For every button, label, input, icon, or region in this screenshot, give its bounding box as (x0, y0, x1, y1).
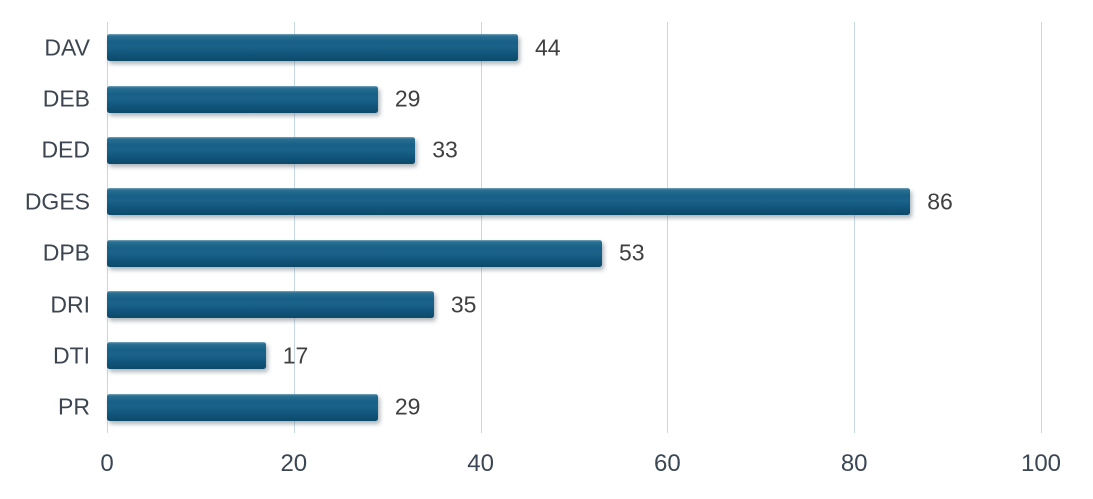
bar (107, 188, 911, 216)
bar (107, 393, 378, 421)
bar (107, 85, 378, 113)
bar-value-label: 33 (432, 136, 458, 163)
category-label: DGES (24, 188, 90, 215)
gridline (854, 22, 856, 433)
gridline (1041, 22, 1042, 433)
bar-value-label: 86 (927, 188, 953, 215)
category-label: PR (58, 393, 90, 420)
bar-value-label: 44 (534, 34, 561, 61)
bar (107, 34, 518, 62)
gridline (480, 22, 482, 433)
x-tick-label: 0 (100, 450, 114, 477)
x-tick-label: 40 (467, 450, 494, 477)
bar-value-label: 29 (394, 393, 421, 420)
bar (107, 136, 416, 164)
x-tick-label: 80 (840, 450, 868, 477)
category-label: DTI (52, 342, 90, 369)
gridline (107, 22, 108, 433)
x-tick-label: 100 (1020, 450, 1062, 477)
bar (107, 239, 603, 267)
category-label: DAV (44, 34, 90, 61)
category-label: DPB (42, 239, 90, 266)
bar-value-label: 53 (619, 239, 645, 266)
gridline (293, 22, 295, 433)
bar-value-label: 29 (394, 85, 421, 112)
bar (107, 342, 266, 370)
bar-value-label: 35 (450, 291, 477, 318)
x-tick-label: 20 (280, 450, 308, 477)
bar (107, 291, 434, 319)
category-label: DED (41, 136, 90, 163)
category-label: DEB (42, 85, 90, 112)
bar-value-label: 17 (282, 342, 309, 369)
category-label: DRI (50, 291, 90, 318)
x-tick-label: 60 (654, 450, 681, 477)
gridline (667, 22, 669, 433)
